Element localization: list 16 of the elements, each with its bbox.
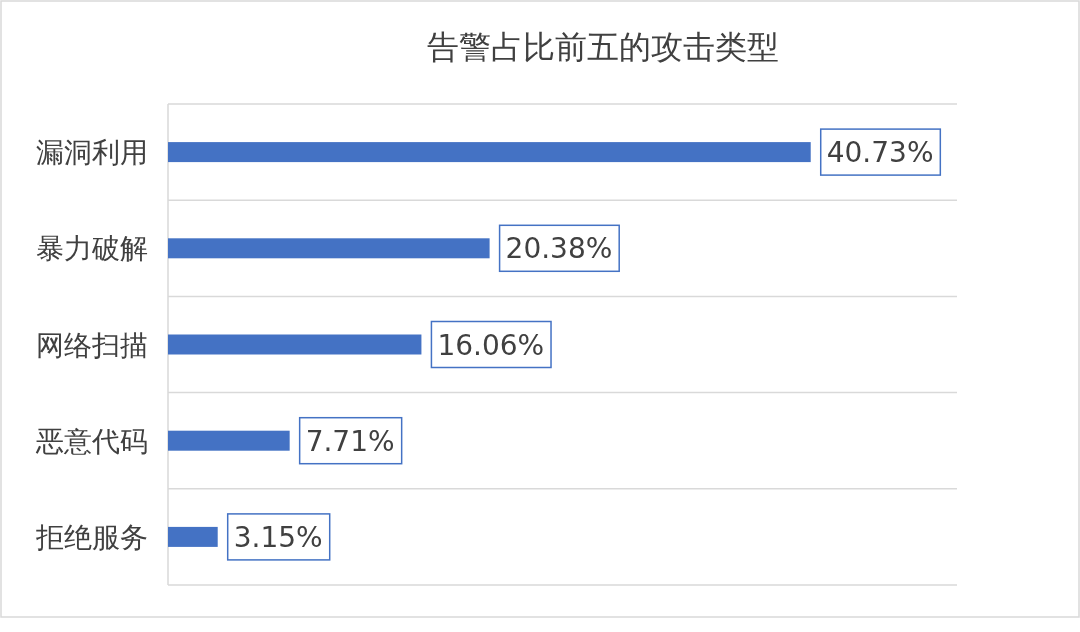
bar	[168, 238, 490, 259]
bar	[168, 430, 290, 451]
bar	[168, 334, 422, 355]
chart-title: 告警占比前五的攻击类型	[426, 28, 779, 66]
y-tick-label: 拒绝服务	[35, 520, 148, 554]
y-tick-label: 漏洞利用	[36, 136, 148, 170]
y-tick-label: 暴力破解	[36, 232, 148, 266]
bar	[168, 142, 811, 163]
y-tick-label: 恶意代码	[35, 424, 148, 458]
data-label: 16.06%	[437, 328, 545, 362]
data-label: 3.15%	[233, 520, 323, 554]
bar	[168, 526, 218, 547]
data-label: 40.73%	[826, 136, 934, 170]
data-label: 7.71%	[305, 424, 395, 458]
data-label: 20.38%	[505, 232, 613, 266]
y-tick-label: 网络扫描	[36, 328, 148, 362]
